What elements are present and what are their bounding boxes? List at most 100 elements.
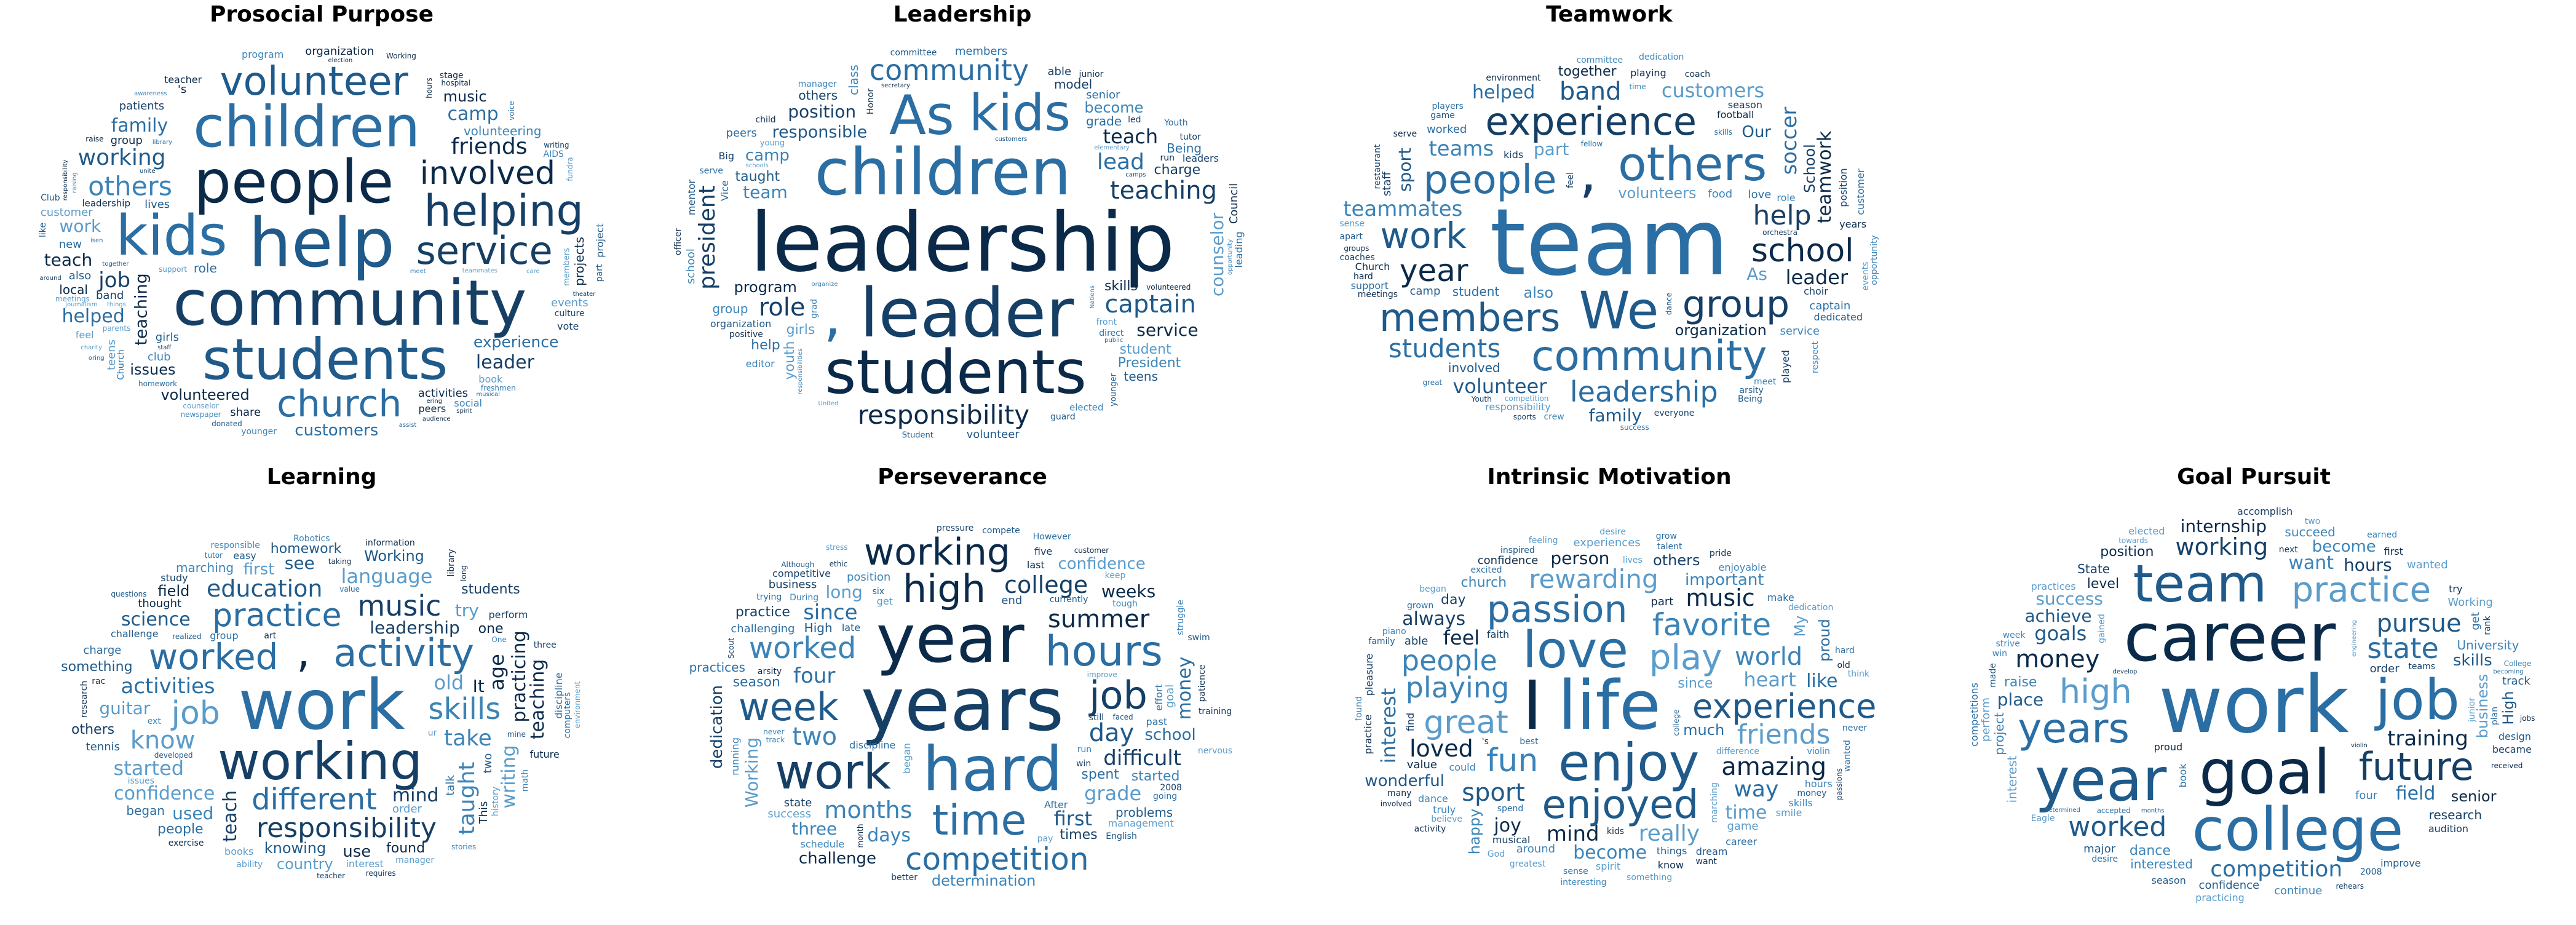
cloud-word: enjoyable xyxy=(1718,562,1767,574)
cloud-word: responsibility xyxy=(256,812,437,844)
cloud-word: dedication xyxy=(1788,603,1834,613)
cloud-word: awareness xyxy=(134,90,167,98)
cloud-word: helped xyxy=(1472,81,1536,103)
cloud-word: pressure xyxy=(936,523,974,534)
cloud-word: high xyxy=(2059,672,2132,711)
cloud-word: competition xyxy=(905,841,1089,877)
cloud-word: Working xyxy=(2447,595,2493,609)
cloud-word: really xyxy=(1638,821,1700,847)
cloud-word: junior xyxy=(1079,69,1104,79)
cloud-word: environment xyxy=(573,681,582,729)
cloud-word: isen xyxy=(90,237,103,245)
cloud-word: schedule xyxy=(800,838,845,850)
cloud-word: local xyxy=(59,282,88,297)
cloud-word: develop xyxy=(2112,668,2138,675)
cloud-word: raise xyxy=(85,135,104,144)
cloud-word: money xyxy=(2015,645,2100,674)
cloud-word: end xyxy=(1001,594,1023,607)
cloud-word: struggle xyxy=(1176,600,1186,635)
cloud-word: skills xyxy=(1104,279,1138,295)
cloud-word: trying xyxy=(756,592,782,602)
cloud-word: others xyxy=(1653,551,1700,569)
cloud-word: time xyxy=(1725,801,1767,824)
cloud-word: involved xyxy=(1380,800,1412,809)
cloud-word: college xyxy=(1004,571,1088,598)
wordcloud-panel: Teamwork team, We others community people memb… xyxy=(1288,0,1932,462)
cloud-word: children xyxy=(814,134,1071,210)
cloud-word: part xyxy=(1651,595,1674,608)
cloud-word: information xyxy=(365,538,415,549)
cloud-word: practices xyxy=(689,660,745,675)
cloud-word: grad xyxy=(809,298,820,319)
cloud-word: perform xyxy=(488,608,528,621)
cloud-word: two xyxy=(792,722,838,751)
cloud-word: Our xyxy=(1742,123,1771,142)
cloud-word: computers xyxy=(562,693,573,739)
cloud-word: music xyxy=(357,589,442,622)
cloud-word: best xyxy=(1520,737,1539,747)
cloud-word: dedication xyxy=(707,685,726,769)
cloud-word: meetings xyxy=(55,294,90,303)
cloud-word: rac xyxy=(92,677,106,687)
cloud-word: customer xyxy=(40,206,93,220)
cloud-word: book xyxy=(2176,763,2189,788)
cloud-word: University xyxy=(2457,638,2519,653)
cloud-word: students xyxy=(461,581,520,597)
cloud-word: elementary xyxy=(1094,145,1130,152)
cloud-word: become xyxy=(2312,538,2376,557)
cloud-word: Church xyxy=(1355,261,1390,273)
cloud-word: made xyxy=(1987,663,1998,688)
cloud-word: science xyxy=(121,609,191,631)
cloud-word: running xyxy=(729,737,742,776)
cloud-word: working xyxy=(2175,533,2269,560)
cloud-word: junior xyxy=(2467,697,2477,722)
cloud-word: began xyxy=(126,803,165,819)
cloud-word: younger xyxy=(1109,373,1119,407)
cloud-word: make xyxy=(1767,592,1794,604)
cloud-word: college xyxy=(2192,795,2404,865)
cloud-word: 2008 xyxy=(1160,782,1182,793)
cloud-word: leadership xyxy=(750,196,1175,290)
cloud-word: work xyxy=(1380,215,1467,257)
cloud-word: playing xyxy=(1405,671,1510,705)
panel-title: Perseverance xyxy=(878,464,1047,490)
cloud-word: teams xyxy=(2408,662,2436,672)
cloud-word: groups xyxy=(1344,244,1369,253)
cloud-word: homework xyxy=(138,379,178,389)
cloud-word: leader xyxy=(860,273,1074,352)
cloud-word: try xyxy=(454,600,479,621)
cloud-word: Eagle xyxy=(2031,814,2055,824)
cloud-word: Youth xyxy=(1471,394,1492,403)
cloud-word: country xyxy=(276,856,333,873)
cloud-word: volunteered xyxy=(161,386,250,403)
cloud-word: first xyxy=(2384,545,2403,557)
cloud-word: club xyxy=(147,351,171,364)
cloud-word: people xyxy=(157,821,204,837)
cloud-word: talent xyxy=(1657,542,1682,552)
cloud-word: program xyxy=(241,48,284,60)
cloud-word: could xyxy=(1449,761,1476,773)
cloud-word: job xyxy=(2375,667,2460,732)
cloud-word: family xyxy=(1368,637,1395,647)
cloud-word: major xyxy=(2083,843,2116,856)
cloud-word: past xyxy=(1146,715,1168,728)
cloud-word: serve xyxy=(1393,129,1417,139)
cloud-word: towards xyxy=(2118,536,2148,546)
cloud-word: football xyxy=(1716,108,1754,121)
cloud-word: stress xyxy=(826,542,848,552)
cloud-word: thought xyxy=(138,597,182,611)
cloud-word: assist xyxy=(398,421,417,429)
cloud-word: practice xyxy=(2291,570,2431,611)
cloud-word: officer xyxy=(673,228,683,255)
cloud-word: time xyxy=(1629,82,1646,91)
cloud-word: volunteers xyxy=(1618,185,1697,202)
cloud-word: girls xyxy=(786,322,815,338)
cloud-word: responsibility xyxy=(1485,401,1551,413)
cloud-word: years xyxy=(1839,218,1867,230)
cloud-word: money xyxy=(1797,788,1827,798)
cloud-word: patience xyxy=(1197,664,1208,702)
cloud-word: found xyxy=(1354,696,1365,721)
cloud-word: charge xyxy=(83,644,122,657)
cloud-word: friends xyxy=(451,133,528,159)
cloud-word: restaurant xyxy=(1373,144,1383,189)
